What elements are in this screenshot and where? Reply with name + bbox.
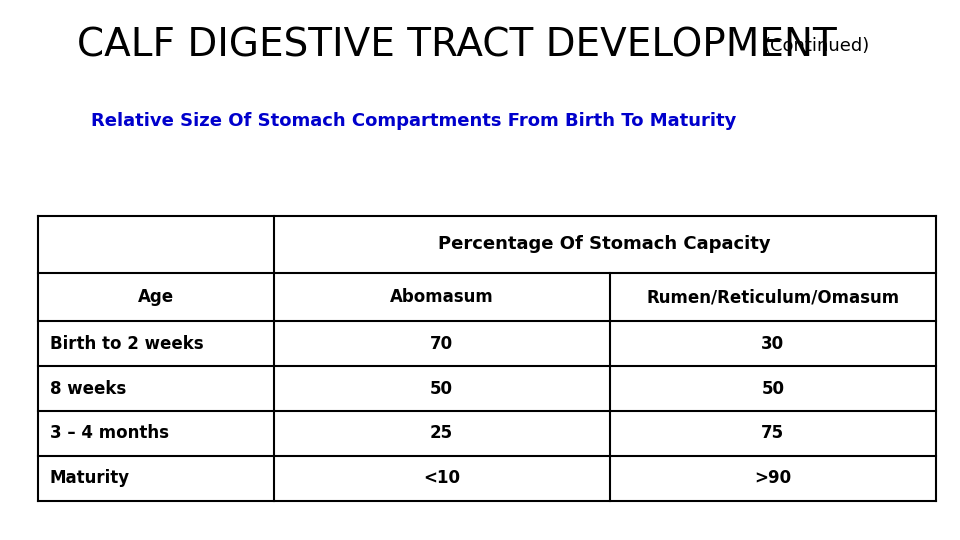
Text: Percentage Of Stomach Capacity: Percentage Of Stomach Capacity: [439, 235, 771, 253]
Text: (Continued): (Continued): [763, 37, 870, 55]
Text: <10: <10: [423, 469, 460, 487]
Text: Maturity: Maturity: [50, 469, 130, 487]
Text: >90: >90: [755, 469, 791, 487]
Text: 25: 25: [430, 424, 453, 442]
Text: Abomasum: Abomasum: [390, 288, 493, 306]
Text: Birth to 2 weeks: Birth to 2 weeks: [50, 335, 204, 353]
Text: CALF DIGESTIVE TRACT DEVELOPMENT: CALF DIGESTIVE TRACT DEVELOPMENT: [77, 27, 836, 65]
Text: 8 weeks: 8 weeks: [50, 380, 126, 397]
Text: 30: 30: [761, 335, 784, 353]
Text: 50: 50: [430, 380, 453, 397]
Text: 70: 70: [430, 335, 453, 353]
Text: Age: Age: [138, 288, 174, 306]
Text: 3 – 4 months: 3 – 4 months: [50, 424, 169, 442]
Text: Rumen/Reticulum/Omasum: Rumen/Reticulum/Omasum: [646, 288, 900, 306]
Text: 50: 50: [761, 380, 784, 397]
Text: Relative Size Of Stomach Compartments From Birth To Maturity: Relative Size Of Stomach Compartments Fr…: [91, 112, 736, 131]
Text: 75: 75: [761, 424, 784, 442]
